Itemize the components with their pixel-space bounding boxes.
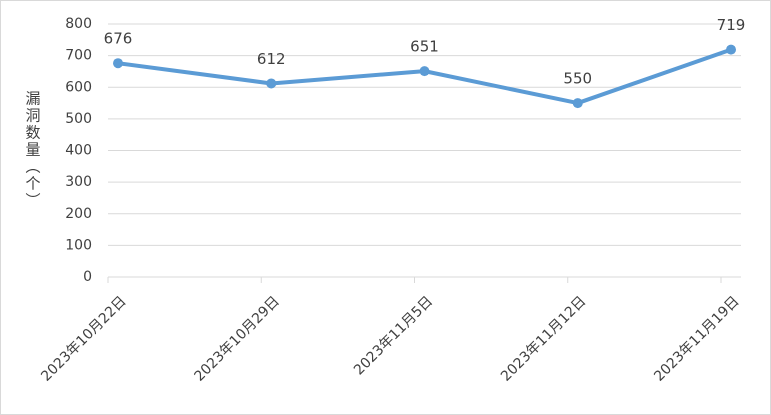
y-tick-label: 800 xyxy=(65,16,92,32)
y-tick-label: 0 xyxy=(83,269,92,285)
y-tick-label: 100 xyxy=(65,237,92,253)
y-tick-label: 600 xyxy=(65,79,92,95)
y-tick-label: 200 xyxy=(65,206,92,222)
data-label: 719 xyxy=(717,16,746,34)
y-axis-title: 漏洞数量（个） xyxy=(24,91,42,210)
data-label: 651 xyxy=(410,38,439,56)
point xyxy=(419,66,430,77)
data-label: 676 xyxy=(104,30,133,48)
point xyxy=(113,58,123,69)
point xyxy=(726,44,736,55)
point xyxy=(572,98,583,109)
y-tick-label: 300 xyxy=(65,174,92,190)
y-tick-label: 700 xyxy=(65,48,92,64)
point xyxy=(266,78,277,89)
y-tick-label: 500 xyxy=(65,111,92,127)
data-label: 550 xyxy=(563,70,592,88)
data-label: 612 xyxy=(257,50,286,68)
y-tick-label: 400 xyxy=(65,143,92,159)
